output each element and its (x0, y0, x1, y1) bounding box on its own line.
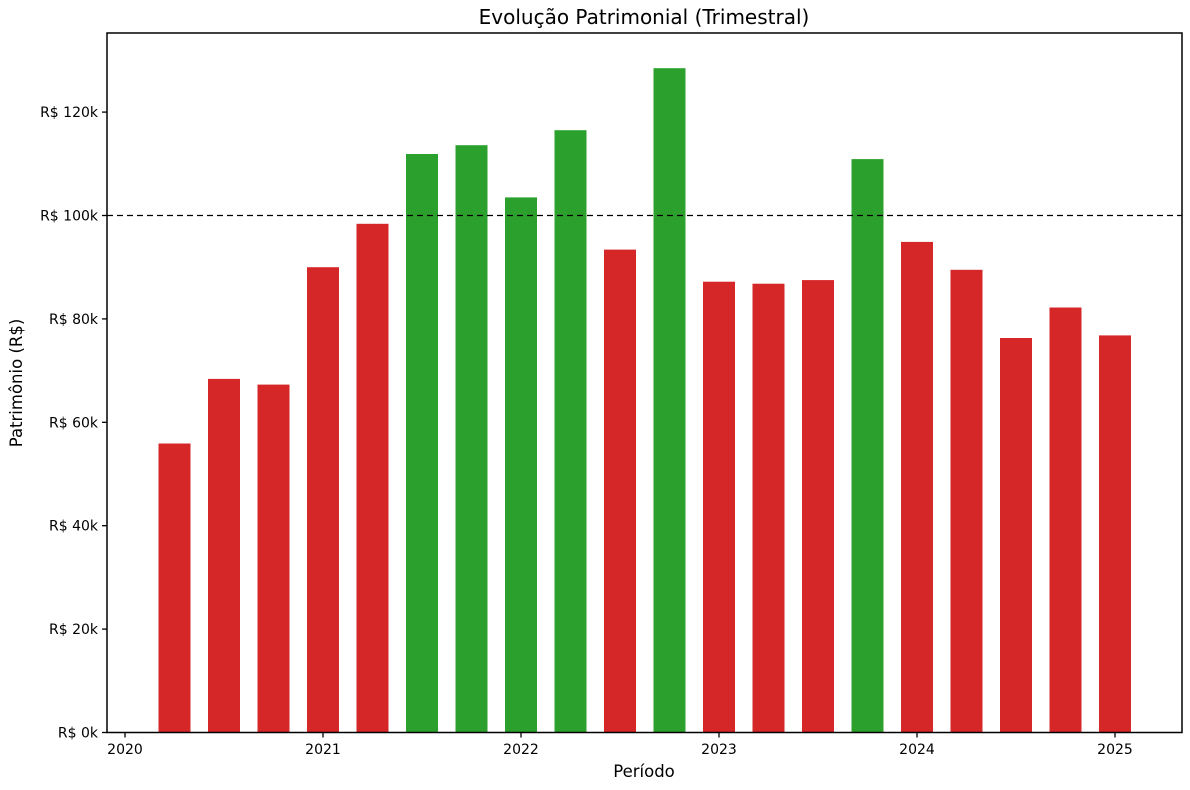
bar-2024-T3 (1000, 338, 1032, 733)
bar-2023-T2 (752, 283, 785, 733)
bar-2022-T1 (505, 197, 537, 733)
x-tick-label: 2023 (701, 742, 737, 758)
bar-2021-T3 (406, 154, 438, 733)
bar-2025-T1 (1099, 335, 1131, 733)
y-tick-label: R$ 120k (40, 105, 99, 121)
axes-layer: R$ 0k R$ 20k R$ 40k R$ 60k R$ 80k R$ 100k R$ 1… (40, 32, 1183, 758)
bar-2023-T3 (802, 280, 834, 733)
plot-frame (106, 32, 1183, 734)
x-tick-label: 2022 (503, 742, 539, 758)
y-tick-label: R$ 0k (58, 726, 99, 742)
x-tick-label: 2021 (305, 742, 341, 758)
y-tick-label: R$ 40k (49, 519, 99, 535)
x-tick-label: 2020 (107, 742, 143, 758)
bar-2021-T1 (307, 267, 339, 733)
y-tick-label: R$ 20k (49, 622, 99, 638)
bars-layer (158, 68, 1131, 733)
y-tick-label: R$ 80k (49, 312, 99, 328)
bar-2023-T1 (703, 281, 735, 733)
x-axis-label: Período (613, 762, 675, 781)
bar-2022-T4 (653, 68, 686, 733)
y-axis-label: Patrimônio (R$) (7, 319, 26, 448)
bar-2023-T4 (851, 159, 884, 733)
chart-title: Evolução Patrimonial (Trimestral) (479, 5, 810, 29)
bar-2024-T4 (1049, 307, 1082, 733)
bar-2024-T1 (901, 241, 933, 733)
y-tick-label: R$ 100k (40, 209, 99, 225)
bar-2020-T3 (208, 378, 240, 733)
x-tick-label: 2025 (1097, 742, 1133, 758)
bar-2020-T2 (158, 443, 191, 733)
bar-2020-T4 (257, 384, 290, 733)
bar-2021-T4 (455, 145, 488, 733)
bar-2021-T2 (356, 223, 389, 733)
bar-2022-T3 (604, 249, 636, 733)
bar-2024-T2 (950, 269, 983, 733)
x-tick-label: 2024 (899, 742, 935, 758)
y-tick-label: R$ 60k (49, 415, 99, 431)
bar-2022-T2 (554, 130, 587, 733)
